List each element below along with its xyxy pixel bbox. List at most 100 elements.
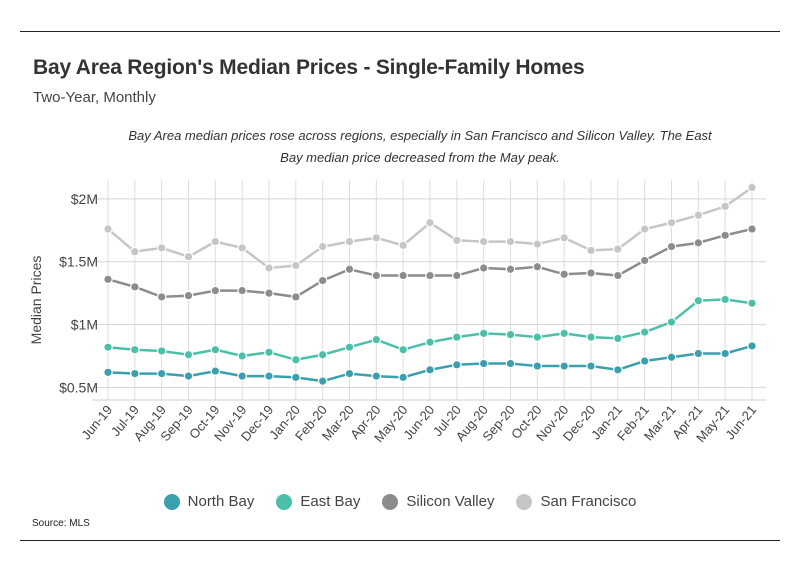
data-point-san-francisco — [371, 233, 382, 243]
data-point-north-bay — [505, 358, 516, 369]
y-tick-label: $2M — [71, 191, 98, 207]
legend-label: North Bay — [187, 493, 255, 510]
data-point-san-francisco — [639, 224, 650, 234]
data-point-silicon-valley — [317, 275, 328, 286]
data-point-silicon-valley — [425, 270, 435, 281]
data-point-north-bay — [264, 371, 274, 381]
data-point-east-bay — [291, 354, 301, 365]
x-tick-label: Jun-19 — [78, 402, 115, 442]
data-point-east-bay — [344, 342, 355, 352]
data-point-north-bay — [210, 366, 221, 376]
data-point-north-bay — [613, 365, 623, 375]
data-point-san-francisco — [613, 244, 623, 254]
data-point-north-bay — [130, 368, 140, 379]
legend-swatch — [382, 493, 399, 510]
data-point-north-bay — [183, 371, 194, 381]
data-point-east-bay — [720, 294, 730, 305]
data-point-north-bay — [237, 371, 247, 381]
data-point-east-bay — [747, 298, 757, 308]
source-note: Source: MLS — [32, 518, 90, 529]
data-point-san-francisco — [693, 210, 704, 220]
data-point-east-bay — [666, 317, 677, 327]
data-point-san-francisco — [183, 251, 194, 262]
data-point-silicon-valley — [264, 288, 274, 298]
data-point-north-bay — [317, 376, 328, 386]
data-point-north-bay — [666, 352, 677, 363]
data-point-san-francisco — [210, 236, 221, 247]
data-point-silicon-valley — [398, 270, 408, 281]
data-point-east-bay — [586, 332, 596, 342]
data-point-silicon-valley — [210, 285, 221, 296]
data-point-san-francisco — [505, 236, 516, 247]
data-point-silicon-valley — [237, 285, 247, 296]
data-point-north-bay — [478, 358, 489, 369]
data-point-east-bay — [156, 346, 167, 356]
data-point-silicon-valley — [666, 241, 677, 252]
data-point-silicon-valley — [291, 292, 301, 302]
data-point-san-francisco — [747, 182, 757, 193]
data-point-east-bay — [237, 351, 247, 361]
data-point-silicon-valley — [747, 224, 757, 234]
data-point-north-bay — [291, 372, 301, 383]
data-point-north-bay — [747, 341, 757, 351]
data-point-san-francisco — [425, 217, 435, 228]
data-point-east-bay — [103, 342, 113, 352]
data-point-san-francisco — [452, 235, 462, 246]
data-point-san-francisco — [666, 217, 677, 228]
data-point-silicon-valley — [720, 230, 730, 241]
data-point-san-francisco — [559, 233, 569, 243]
data-point-san-francisco — [156, 243, 167, 253]
legend-item-east-bay: East Bay — [276, 493, 360, 510]
chart-title: Bay Area Region's Median Prices - Single… — [33, 56, 585, 79]
data-point-silicon-valley — [505, 264, 516, 275]
chart-annotation: Bay Area median prices rose across regio… — [128, 128, 712, 165]
data-point-north-bay — [559, 361, 569, 371]
legend-label: East Bay — [300, 493, 361, 510]
top-rule — [20, 31, 780, 32]
data-point-san-francisco — [237, 243, 247, 253]
y-tick-label: $1M — [71, 317, 98, 333]
data-point-san-francisco — [720, 201, 730, 212]
data-point-north-bay — [425, 365, 435, 375]
data-point-north-bay — [371, 371, 382, 381]
data-point-silicon-valley — [532, 261, 543, 272]
data-point-north-bay — [532, 361, 543, 371]
data-point-silicon-valley — [183, 290, 194, 301]
data-point-silicon-valley — [371, 270, 382, 281]
legend-label: San Francisco — [540, 493, 637, 510]
legend-item-north-bay: North Bay — [163, 493, 255, 510]
data-point-east-bay — [398, 344, 408, 355]
legend-item-silicon-valley: Silicon Valley — [382, 493, 494, 510]
data-point-north-bay — [103, 367, 113, 378]
data-point-silicon-valley — [693, 238, 704, 248]
legend-swatch — [276, 493, 293, 510]
data-point-east-bay — [130, 344, 140, 355]
legend-swatch — [516, 493, 533, 510]
data-point-north-bay — [586, 361, 596, 371]
data-point-east-bay — [452, 332, 462, 342]
data-point-silicon-valley — [344, 264, 355, 275]
data-point-san-francisco — [344, 236, 355, 247]
data-point-east-bay — [317, 349, 328, 360]
data-point-silicon-valley — [586, 268, 596, 278]
data-point-north-bay — [452, 359, 462, 370]
y-axis-title: Median Prices — [28, 256, 44, 345]
legend-swatch — [163, 493, 180, 510]
y-tick-label: $1.5M — [59, 254, 98, 270]
data-point-east-bay — [505, 329, 516, 340]
data-point-north-bay — [344, 368, 355, 379]
data-point-silicon-valley — [613, 270, 623, 281]
data-point-east-bay — [639, 327, 650, 337]
data-point-east-bay — [613, 333, 623, 344]
data-point-east-bay — [425, 337, 435, 347]
data-point-san-francisco — [398, 240, 408, 251]
data-point-san-francisco — [317, 241, 328, 252]
data-point-silicon-valley — [130, 282, 140, 292]
data-point-san-francisco — [130, 246, 140, 257]
data-point-east-bay — [478, 328, 489, 339]
data-point-san-francisco — [586, 245, 596, 256]
data-point-silicon-valley — [478, 263, 489, 273]
data-point-silicon-valley — [156, 292, 167, 302]
data-point-east-bay — [264, 347, 274, 358]
data-point-san-francisco — [291, 260, 301, 271]
